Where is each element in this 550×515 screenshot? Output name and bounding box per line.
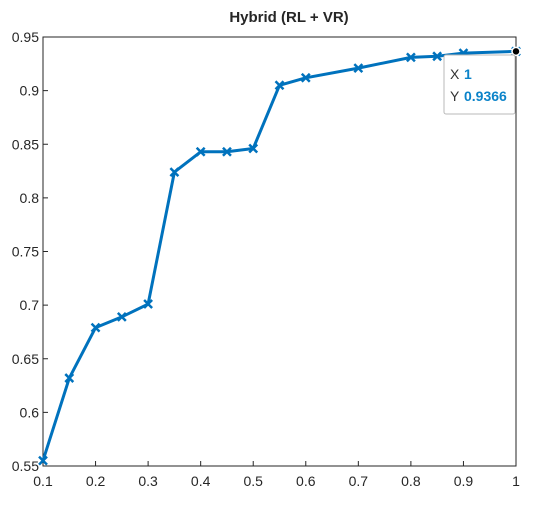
- datatip-x-label: X: [450, 66, 460, 82]
- x-tick-label: 0.8: [401, 473, 421, 489]
- series-line: [41, 49, 517, 462]
- x-tick-label: 0.1: [33, 473, 53, 489]
- y-tick-label: 0.6: [20, 404, 40, 420]
- series-markers: [38, 46, 521, 466]
- x-tick-label: 0.7: [349, 473, 369, 489]
- data-point-marker[interactable]: [64, 373, 75, 383]
- data-point-marker[interactable]: [116, 312, 127, 322]
- data-point-marker[interactable]: [432, 51, 443, 62]
- data-point-marker[interactable]: [195, 146, 206, 157]
- y-tick-label: 0.7: [20, 297, 40, 313]
- x-tick-label: 0.3: [138, 473, 158, 489]
- datatip-y-label: Y: [450, 88, 460, 104]
- y-tick-label: 0.75: [12, 244, 39, 260]
- y-tick-label: 0.8: [20, 190, 40, 206]
- plot-area[interactable]: [42, 36, 517, 467]
- y-tick-label: 0.55: [12, 458, 39, 474]
- y-tick-label: 0.9: [20, 83, 40, 99]
- y-tick-label: 0.65: [12, 351, 39, 367]
- x-tick-label: 0.4: [191, 473, 211, 489]
- data-point-marker[interactable]: [143, 299, 153, 309]
- datatip-box: [443, 54, 516, 115]
- data-point-marker[interactable]: [353, 63, 364, 73]
- x-tick-label: 0.9: [454, 473, 474, 489]
- data-point-marker[interactable]: [222, 146, 232, 157]
- data-point-marker[interactable]: [169, 167, 180, 178]
- data-point-marker[interactable]: [300, 72, 311, 83]
- data-point-marker[interactable]: [406, 52, 416, 63]
- x-tick-label: 1: [512, 473, 520, 489]
- datatip[interactable]: X 1 Y 0.9366: [443, 46, 521, 115]
- x-tick-label: 0.6: [296, 473, 316, 489]
- datatip-y-value: 0.9366: [464, 88, 507, 104]
- y-tick-label: 0.85: [12, 136, 39, 152]
- x-tick-label: 0.5: [243, 473, 263, 489]
- data-point-marker[interactable]: [274, 80, 285, 91]
- datatip-point[interactable]: [511, 46, 521, 57]
- x-axis: 0.1 0.2 0.3 0.4 0.5 0.6 0.7 0.8 0.9 1: [33, 461, 520, 489]
- datatip-x-value: 1: [464, 66, 472, 82]
- data-point-marker[interactable]: [38, 455, 48, 466]
- data-point-marker[interactable]: [248, 143, 259, 154]
- x-tick-label: 0.2: [86, 473, 106, 489]
- y-axis: 0.55 0.6 0.65 0.7 0.75 0.8 0.85 0.9 0.95: [12, 29, 48, 474]
- chart-title: Hybrid (RL + VR): [229, 9, 348, 26]
- data-point-marker[interactable]: [90, 322, 101, 333]
- y-tick-label: 0.95: [12, 29, 39, 45]
